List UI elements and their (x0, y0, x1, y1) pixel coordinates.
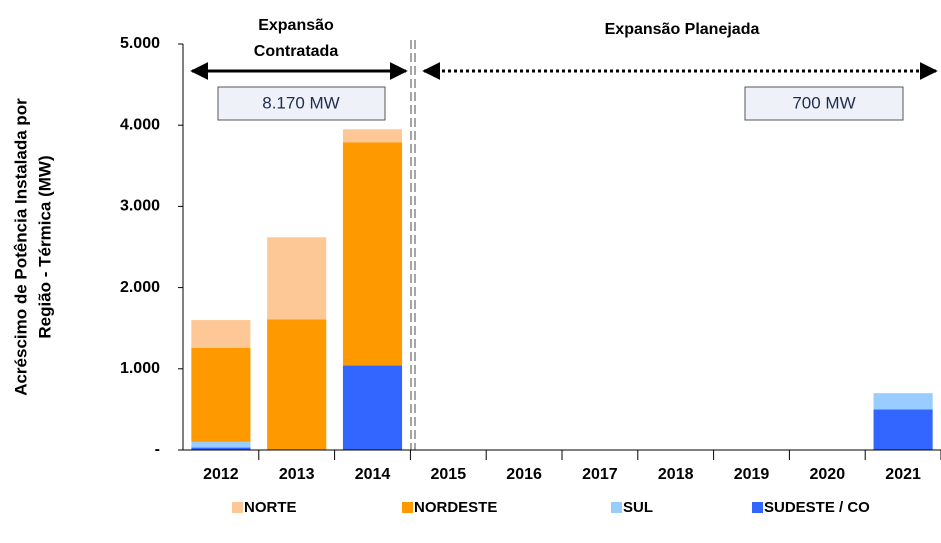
y-tick-label: 5.000 (120, 35, 160, 52)
annotation: 8.170 MW (262, 93, 339, 112)
x-tick-label: 2013 (279, 466, 315, 483)
y-tick-label: 4.000 (120, 116, 160, 133)
x-tick-label: 2020 (810, 466, 846, 483)
legend-label: NORTE (244, 499, 297, 516)
annotation: Expansão (258, 17, 334, 34)
legend-label: NORDESTE (414, 499, 497, 516)
legend-swatch (232, 502, 243, 513)
y-tick-label: - (155, 441, 160, 458)
total-box (217, 86, 386, 121)
bar-segment (873, 409, 933, 450)
legend-swatch (402, 502, 413, 513)
bar-segment (873, 393, 933, 410)
x-tick-label: 2018 (658, 466, 694, 483)
y-tick-label: 1.000 (120, 360, 160, 377)
bar-segment (342, 365, 403, 450)
y-axis-label: Acréscimo de Potência Instalada por (11, 98, 30, 396)
x-tick-label: 2014 (355, 466, 391, 483)
bar-segment (191, 347, 251, 442)
y-tick-label: 3.000 (120, 198, 160, 215)
bar-segment (267, 319, 327, 450)
x-tick-label: 2019 (734, 466, 770, 483)
x-tick-label: 2021 (885, 466, 921, 483)
bar-segment (342, 129, 403, 143)
bar-segment (267, 237, 327, 320)
y-axis-label: Região - Térmica (MW) (35, 155, 54, 338)
annotation: 700 MW (792, 93, 855, 112)
legend-label: SUL (623, 499, 653, 516)
bar-segment (191, 447, 251, 450)
annotation: Contratada (254, 43, 339, 60)
legend-swatch (752, 502, 763, 513)
x-tick-label: 2012 (203, 466, 239, 483)
bar-segment (191, 441, 251, 448)
legend-swatch (611, 502, 622, 513)
x-tick-label: 2017 (582, 466, 618, 483)
x-tick-label: 2016 (506, 466, 542, 483)
y-tick-label: 2.000 (120, 279, 160, 296)
bar-segment (191, 320, 251, 348)
legend-label: SUDESTE / CO (764, 499, 870, 516)
total-box (744, 86, 904, 121)
bar-segment (342, 142, 403, 366)
x-tick-label: 2015 (431, 466, 467, 483)
annotation: Expansão Planejada (605, 21, 760, 38)
